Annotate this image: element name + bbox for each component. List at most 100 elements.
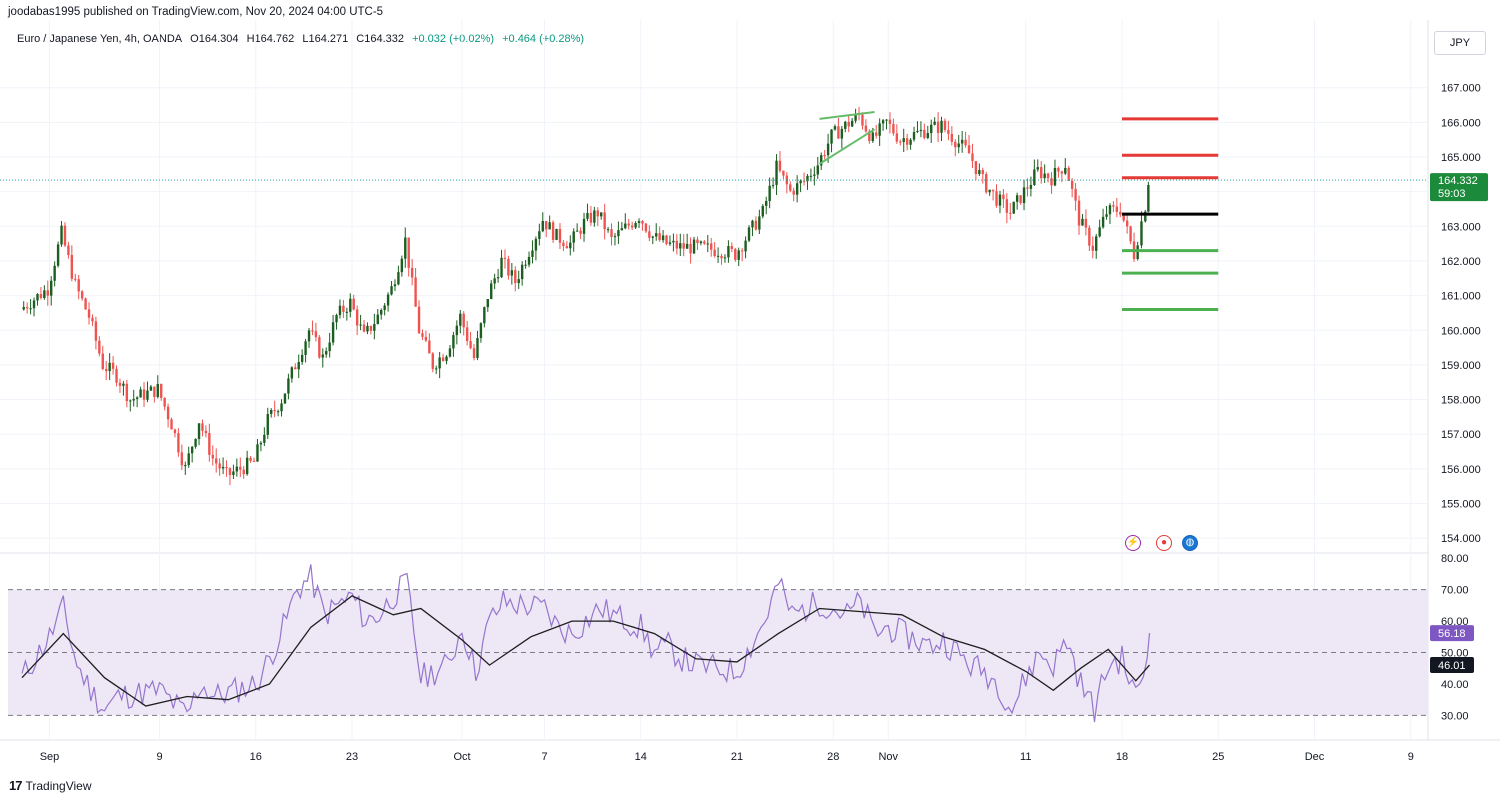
candle-body — [624, 223, 627, 229]
candle-body — [304, 341, 307, 355]
candle-body — [899, 141, 902, 143]
candle-body — [1009, 212, 1012, 214]
rsi-ma-value: 46.01 — [1438, 660, 1466, 672]
candle-body — [156, 383, 159, 397]
candle-body — [225, 466, 228, 469]
candle-body — [111, 362, 115, 369]
candle-body — [840, 128, 844, 139]
candle-body — [355, 309, 359, 326]
candle-body — [634, 222, 637, 228]
time-tick-label: 18 — [1116, 751, 1128, 763]
candle-body — [888, 119, 892, 124]
candle-body — [142, 389, 146, 400]
candle-body — [1033, 169, 1036, 185]
price-tick-label: 156.000 — [1441, 464, 1481, 476]
time-tick-label: 11 — [1020, 751, 1031, 763]
candle-body — [486, 298, 489, 308]
candle-body — [710, 243, 713, 250]
candle-body — [967, 145, 971, 154]
candle-body — [1019, 195, 1022, 204]
candle-body — [410, 267, 414, 278]
candle-body — [287, 378, 290, 394]
rsi-value-tag — [1430, 625, 1474, 642]
candle-body — [665, 235, 668, 244]
candle-body — [503, 257, 507, 259]
candle-body — [469, 340, 472, 349]
candle-body — [1046, 173, 1050, 179]
currency-button[interactable]: JPY — [1434, 31, 1486, 55]
record-icon[interactable]: ● — [1156, 535, 1172, 551]
time-tick-label: 25 — [1212, 751, 1224, 763]
candle-body — [479, 323, 483, 339]
candle-body — [617, 230, 620, 237]
candle-body — [146, 390, 149, 400]
globe-icon[interactable]: ◍ — [1182, 535, 1198, 551]
candle-body — [1095, 236, 1098, 251]
candle-body — [833, 126, 837, 130]
candle-body — [558, 228, 562, 243]
candle-body — [995, 191, 998, 206]
candle-body — [545, 220, 548, 230]
candle-body — [826, 143, 830, 156]
candle-body — [452, 335, 455, 349]
candle-body — [414, 277, 417, 307]
candle-body — [218, 463, 221, 469]
time-tick-label: 14 — [635, 751, 647, 763]
candle-body — [441, 357, 445, 361]
candle-body — [538, 231, 541, 239]
candle-body — [380, 310, 383, 315]
candle-body — [204, 430, 208, 434]
candle-body — [1043, 173, 1046, 179]
candle-body — [978, 170, 981, 175]
candle-body — [283, 393, 287, 404]
price-tick-label: 154.000 — [1441, 533, 1481, 545]
ohlc-close: C164.332 — [356, 33, 405, 45]
candle-body — [390, 286, 393, 295]
candle-body — [190, 446, 194, 454]
candle-body — [905, 138, 909, 145]
candle-body — [60, 225, 63, 245]
candle-body — [648, 231, 651, 238]
candle-body — [173, 429, 177, 434]
time-tick-label: Sep — [40, 751, 60, 763]
candle-body — [668, 242, 672, 244]
time-tick-label: 23 — [346, 751, 358, 763]
candle-body — [610, 229, 613, 237]
candle-body — [765, 201, 768, 206]
candle-body — [954, 141, 957, 148]
candle-body — [947, 129, 950, 134]
candle-body — [685, 243, 689, 249]
candle-body — [998, 194, 1002, 206]
candle-body — [813, 174, 816, 176]
symbol-legend: Euro / Japanese Yen, 4h, OANDA O164.304 … — [17, 33, 589, 45]
symbol-title[interactable]: Euro / Japanese Yen, 4h, OANDA — [17, 33, 183, 45]
candle-body — [950, 133, 954, 142]
footer-brand: 17 TradingView — [9, 778, 92, 793]
candle-body — [1112, 205, 1115, 207]
change-value-2: +0.464 (+0.28%) — [502, 33, 585, 45]
candle-body — [1088, 227, 1091, 246]
candle-body — [108, 362, 111, 372]
candle-body — [70, 254, 74, 279]
candle-body — [658, 233, 661, 241]
time-tick-label: 9 — [1408, 751, 1414, 763]
candle-body — [768, 185, 771, 202]
candle-body — [421, 333, 424, 337]
candle-body — [483, 307, 486, 324]
candle-body — [352, 298, 355, 310]
candle-body — [985, 174, 988, 193]
rsi-tick-label: 80.00 — [1441, 553, 1469, 565]
lightning-icon[interactable]: ⚡ — [1125, 535, 1141, 551]
candle-body — [376, 314, 379, 324]
candle-body — [194, 438, 197, 447]
candle-body — [362, 324, 366, 332]
candle-body — [1140, 221, 1143, 246]
candle-body — [871, 132, 874, 142]
time-tick-label: Nov — [878, 751, 898, 763]
candle-body — [1077, 200, 1081, 226]
candle-body — [1015, 195, 1019, 202]
price-tick-label: 159.000 — [1441, 360, 1481, 372]
candle-body — [730, 246, 734, 250]
candle-body — [600, 212, 603, 217]
